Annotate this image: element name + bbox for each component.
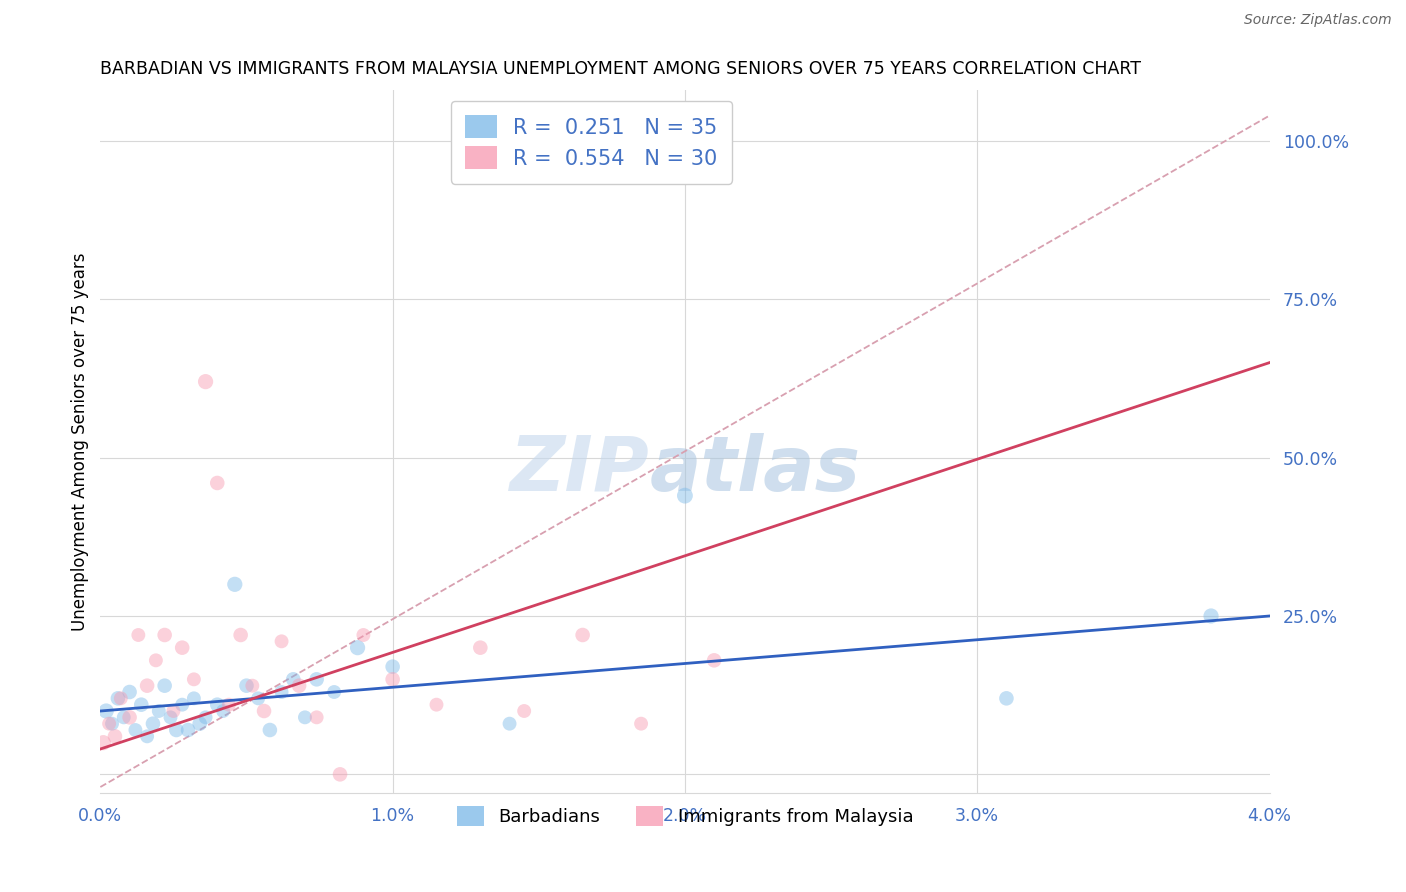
Point [112, 710, 135, 724]
Point [229, 628, 252, 642]
Point [194, 710, 217, 724]
Point [247, 691, 270, 706]
Point [352, 628, 374, 642]
Point [162, 704, 184, 718]
Text: atlas: atlas [650, 433, 860, 507]
Point [194, 375, 217, 389]
Point [346, 640, 368, 655]
Point [283, 673, 305, 687]
Point [159, 710, 181, 724]
Point [183, 691, 205, 706]
Point [253, 704, 276, 718]
Point [498, 716, 520, 731]
Point [470, 640, 492, 655]
Point [294, 710, 316, 724]
Point [240, 679, 263, 693]
Point [101, 716, 124, 731]
Point [148, 704, 170, 718]
Point [630, 716, 652, 731]
Point [207, 698, 229, 712]
Point [118, 710, 141, 724]
Point [96, 704, 118, 718]
Point [235, 679, 257, 693]
Point [288, 679, 311, 693]
Point [1199, 609, 1222, 624]
Point [381, 673, 404, 687]
Point [183, 673, 205, 687]
Point [172, 640, 194, 655]
Point [127, 628, 149, 642]
Point [165, 723, 187, 737]
Point [142, 716, 165, 731]
Point [207, 475, 229, 490]
Text: ZIP: ZIP [510, 433, 650, 507]
Point [153, 628, 176, 642]
Point [136, 729, 159, 743]
Point [571, 628, 593, 642]
Point [323, 685, 346, 699]
Point [224, 577, 246, 591]
Y-axis label: Unemployment Among Seniors over 75 years: Unemployment Among Seniors over 75 years [72, 252, 89, 631]
Point [118, 685, 141, 699]
Point [110, 691, 132, 706]
Point [703, 653, 725, 667]
Point [270, 634, 292, 648]
Legend: Barbadians, Immigrants from Malaysia: Barbadians, Immigrants from Malaysia [450, 799, 921, 833]
Point [188, 716, 211, 731]
Point [145, 653, 167, 667]
Point [98, 716, 121, 731]
Point [995, 691, 1018, 706]
Point [104, 729, 127, 743]
Point [259, 723, 281, 737]
Point [136, 679, 159, 693]
Point [172, 698, 194, 712]
Point [513, 704, 536, 718]
Point [212, 704, 235, 718]
Point [270, 685, 292, 699]
Point [177, 723, 200, 737]
Point [91, 736, 114, 750]
Point [129, 698, 152, 712]
Point [673, 489, 696, 503]
Point [329, 767, 352, 781]
Point [381, 659, 404, 673]
Point [305, 673, 328, 687]
Text: Source: ZipAtlas.com: Source: ZipAtlas.com [1244, 13, 1392, 28]
Point [107, 691, 129, 706]
Point [425, 698, 447, 712]
Text: BARBADIAN VS IMMIGRANTS FROM MALAYSIA UNEMPLOYMENT AMONG SENIORS OVER 75 YEARS C: BARBADIAN VS IMMIGRANTS FROM MALAYSIA UN… [100, 60, 1142, 78]
Point [218, 698, 240, 712]
Point [305, 710, 328, 724]
Point [153, 679, 176, 693]
Point [124, 723, 146, 737]
